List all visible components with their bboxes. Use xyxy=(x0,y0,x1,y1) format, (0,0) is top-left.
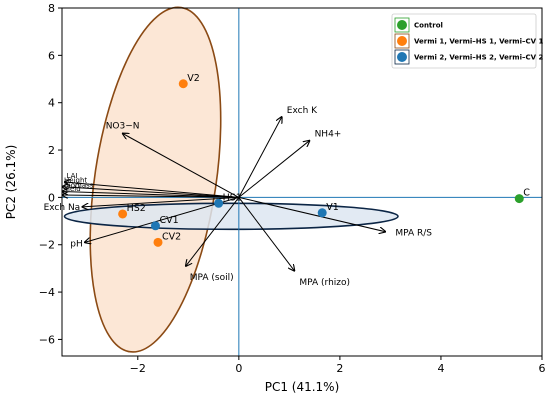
loading-label-no3-n: NO3−N xyxy=(106,121,140,131)
y-tick-label: −6 xyxy=(39,333,55,346)
loading-label-mpa-r-s: MPA R/S xyxy=(395,229,432,239)
loading-arrow-exch-k xyxy=(238,117,282,198)
y-tick-label: 8 xyxy=(48,2,55,15)
point-hs1 xyxy=(214,198,224,208)
point-cv1 xyxy=(150,221,160,231)
legend-marker xyxy=(397,52,407,62)
loading-arrow-exch-na xyxy=(82,196,239,206)
reference-lines xyxy=(62,8,542,356)
point-label-cv1: CV1 xyxy=(159,215,178,226)
loading-arrow-mpa-rhizo xyxy=(238,197,295,270)
legend-swatch-frame xyxy=(394,49,410,65)
confidence-ellipse-1 xyxy=(89,6,222,353)
loading-label-mpa-rhizo: MPA (rhizo) xyxy=(299,278,350,288)
legend-swatch-frame xyxy=(394,17,410,33)
loading-arrow-height xyxy=(62,187,239,198)
point-label-cv2: CV2 xyxy=(162,231,181,242)
loading-arrow-mpa-r-s xyxy=(238,196,386,231)
loading-label-exch-k: Exch K xyxy=(287,106,318,116)
legend-label-2: Vermi 1, Vermi–HS 1, Vermi–CV 1 xyxy=(414,38,543,46)
legend-label-1: Control xyxy=(414,22,443,30)
y-tick-label: 6 xyxy=(48,49,55,62)
loading-arrow-no3-n xyxy=(123,133,240,198)
y-tick-label: 0 xyxy=(48,191,55,204)
x-tick-label: 2 xyxy=(336,362,343,375)
loading-label-nh4: NH4+ xyxy=(315,130,342,140)
legend-marker xyxy=(397,20,407,30)
point-label-v1: V1 xyxy=(326,202,339,213)
point-c xyxy=(514,194,524,204)
point-cv2 xyxy=(153,237,163,247)
y-tick-label: −2 xyxy=(39,239,55,252)
legend-box xyxy=(391,13,537,69)
loading-label-height: Height xyxy=(64,177,87,185)
point-label-c: C xyxy=(523,188,530,199)
group-ellipses xyxy=(63,6,399,353)
y-tick-label: 2 xyxy=(48,144,55,157)
loading-label-ph: pH xyxy=(70,239,82,249)
y-tick-label: 4 xyxy=(48,97,55,110)
confidence-ellipse-2 xyxy=(63,202,399,231)
loading-arrow-biomass xyxy=(62,191,239,198)
loading-arrow-lai xyxy=(65,182,239,198)
legend-marker xyxy=(397,36,407,46)
legend-swatch-frame xyxy=(394,33,410,49)
loading-label-biomass: Biomass xyxy=(64,181,94,189)
point-v1 xyxy=(317,208,327,218)
plot-frame xyxy=(61,7,543,357)
x-tick-label: 4 xyxy=(437,362,444,375)
loading-arrow-ph xyxy=(85,196,239,242)
point-hs2 xyxy=(118,209,128,219)
loading-arrow-mpa-soil xyxy=(186,197,240,266)
point-label-v2: V2 xyxy=(187,73,200,84)
x-tick-label: −2 xyxy=(130,362,146,375)
x-tick-label: 6 xyxy=(539,362,546,375)
x-tick-label: 0 xyxy=(235,362,242,375)
loading-arrow-yield xyxy=(62,195,239,197)
loading-label-yield: Yield xyxy=(63,185,81,193)
point-v2 xyxy=(178,79,188,89)
loading-label-mpa-soil: MPA (soil) xyxy=(190,273,234,283)
x-axis-ticks: −2 0 2 4 6 xyxy=(130,356,546,375)
legend-label-3: Vermi 2, Vermi–HS 2, Vermi–CV 2 xyxy=(414,54,543,62)
loading-label-lai: LAI xyxy=(67,172,78,180)
y-axis-title: PC2 (26.1%) xyxy=(4,145,18,220)
point-label-hs1: HS1 xyxy=(223,192,242,203)
y-tick-label: −4 xyxy=(39,286,55,299)
legend: Control Vermi 1, Vermi–HS 1, Vermi–CV 1 Ve… xyxy=(391,13,543,69)
y-axis-ticks: −6 −4 −2 0 2 4 6 8 xyxy=(39,2,62,346)
point-label-hs2: HS2 xyxy=(127,203,146,214)
x-axis-title: PC1 (41.1%) xyxy=(265,380,340,394)
loading-arrow-nh4 xyxy=(238,141,310,198)
